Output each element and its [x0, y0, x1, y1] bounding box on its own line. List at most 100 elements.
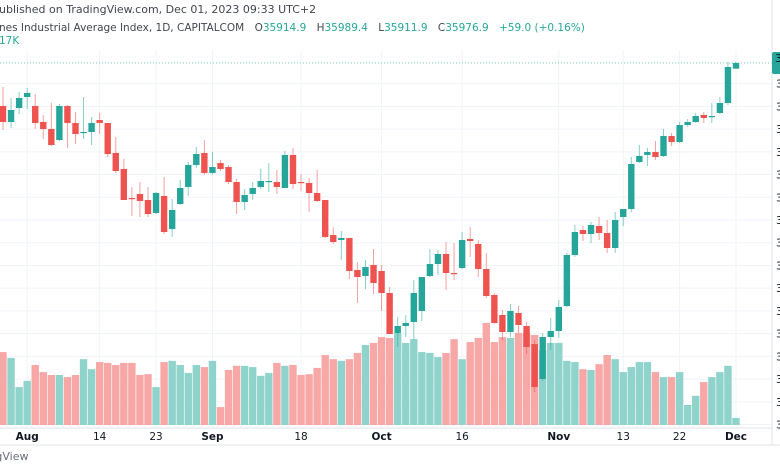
volume-bar	[377, 337, 386, 425]
candle-body	[354, 270, 361, 277]
volume-bar	[281, 365, 289, 425]
candle-body	[330, 235, 337, 242]
candle-body	[185, 165, 192, 187]
low-label: L	[378, 22, 385, 34]
candle-body	[603, 233, 611, 248]
price-axis-label: 32000.0	[776, 419, 780, 432]
volume-bar	[168, 360, 176, 425]
candle-body	[378, 271, 385, 293]
price-axis-label: 33250.0	[776, 305, 780, 318]
volume-bar	[329, 359, 337, 425]
price-axis-label: 32500.0	[776, 373, 780, 386]
volume-bar	[385, 337, 394, 425]
candle-body	[652, 152, 659, 157]
x-axis-label: 13	[617, 431, 630, 443]
candle-body	[700, 115, 707, 118]
volume-bar	[611, 359, 619, 425]
price-axis-label: 33750.0	[776, 259, 780, 272]
volume-bar	[87, 369, 96, 425]
volume-bar	[498, 337, 507, 425]
volume-bar	[104, 362, 112, 425]
candle-body	[249, 188, 256, 194]
volume-bar	[265, 372, 273, 425]
price-axis-label: 33500.0	[776, 282, 780, 295]
high-label: H	[316, 22, 325, 34]
x-axis-label: Nov	[547, 431, 570, 443]
volume-bar	[369, 342, 378, 425]
x-axis-label: Aug	[16, 431, 39, 443]
price-axis-label: 34750.0	[776, 169, 780, 182]
published-caption: ublished on TradingView.com, Dec 01, 202…	[0, 3, 317, 16]
candle-body	[676, 125, 683, 142]
volume-bar	[482, 322, 490, 425]
price-axis-label: 32750.0	[776, 350, 780, 363]
change-value: +59.0 (+0.16%)	[499, 22, 585, 34]
volume-bar	[563, 360, 571, 425]
volume-bar	[522, 332, 531, 425]
volume-bar	[7, 357, 15, 425]
candle-body	[458, 240, 466, 268]
volume-bar	[112, 365, 120, 425]
candle-body	[209, 167, 216, 173]
candle-body	[523, 326, 530, 347]
candle-body	[225, 167, 232, 182]
candle-body	[692, 116, 699, 122]
volume-bar	[128, 362, 136, 425]
x-axis-label: 18	[294, 431, 307, 443]
price-axis-label: 32250.0	[776, 396, 780, 409]
volume-bar	[627, 367, 635, 425]
candle-body	[628, 164, 635, 209]
volume-bar	[708, 377, 716, 425]
symbol-legend: nes Industrial Average Index, 1D, CAPITA…	[0, 22, 585, 34]
candle-body	[571, 232, 579, 255]
open-label: O	[254, 22, 263, 34]
candle-body	[620, 209, 627, 217]
volume-bar	[683, 405, 692, 425]
candle-body	[15, 98, 23, 108]
candle-body	[217, 163, 224, 169]
volume-bar	[200, 367, 209, 425]
volume-bar	[0, 352, 7, 425]
high-value: 35989.4	[324, 22, 368, 34]
candle-body	[40, 122, 47, 129]
volume-bar	[619, 372, 627, 425]
volume-bar	[136, 375, 144, 425]
candle-body	[88, 123, 95, 132]
candle-body	[386, 293, 393, 334]
candle-body	[370, 265, 377, 283]
volume-bar	[345, 359, 354, 425]
volume-bar	[410, 339, 418, 425]
candle-body	[168, 210, 176, 229]
candle-body	[491, 295, 498, 323]
volume-bar	[240, 365, 249, 425]
volume-bar	[579, 369, 587, 425]
volume-bar	[506, 337, 515, 425]
candle-body	[346, 238, 353, 271]
candle-body	[152, 193, 160, 213]
volume-bar	[595, 364, 603, 425]
close-value: 35976.9	[445, 22, 489, 34]
volume-value: 17K	[0, 35, 20, 47]
volume-bar	[724, 365, 732, 425]
candle-body	[48, 129, 55, 145]
volume-bar	[667, 377, 676, 425]
volume-bar	[273, 362, 281, 425]
candle-body	[442, 254, 450, 273]
x-axis-label: Dec	[725, 431, 747, 443]
volume-bar	[555, 342, 563, 425]
candle-body	[660, 136, 667, 156]
candle-body	[120, 169, 128, 200]
volume-bar	[635, 362, 644, 425]
candle-body	[257, 181, 264, 187]
price-axis-label: 35500.0	[776, 100, 780, 113]
candle-body	[402, 323, 409, 326]
candle-body	[273, 182, 281, 187]
candle-body	[297, 182, 305, 184]
candle-body	[595, 226, 603, 233]
volume-bar	[95, 362, 104, 425]
candle-body	[112, 153, 119, 171]
volume-bar	[547, 342, 555, 425]
candle-body	[265, 181, 273, 183]
volume-bar	[434, 357, 442, 425]
